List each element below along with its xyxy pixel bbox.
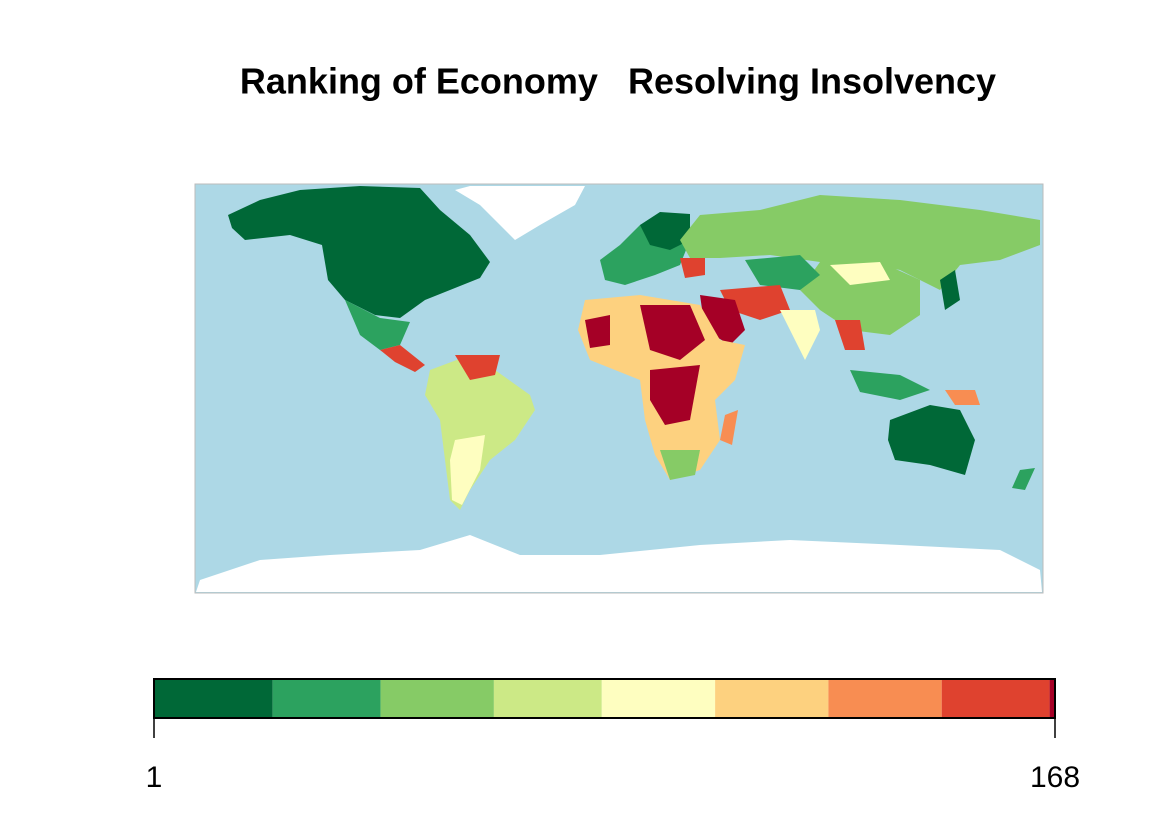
scandinavia bbox=[640, 212, 690, 250]
legend-bin bbox=[272, 679, 381, 718]
tick-label: 1 bbox=[146, 761, 163, 794]
legend-bin bbox=[601, 679, 716, 718]
central-africa bbox=[650, 365, 700, 425]
legend-bin bbox=[828, 679, 942, 718]
new-zealand bbox=[1012, 468, 1035, 490]
legend-bin bbox=[380, 679, 494, 718]
central-america bbox=[380, 345, 425, 372]
mexico bbox=[345, 300, 410, 350]
japan bbox=[940, 270, 960, 310]
madagascar bbox=[720, 410, 738, 445]
legend-bin bbox=[715, 679, 829, 718]
chart-title: Ranking of Economy Resolving Insolvency bbox=[240, 61, 996, 102]
indonesia bbox=[850, 370, 930, 400]
tick-label: 168 bbox=[1030, 761, 1080, 794]
north-america bbox=[228, 186, 490, 318]
mongolia bbox=[830, 262, 890, 285]
color-legend: 1 168 bbox=[146, 679, 1080, 794]
greenland bbox=[455, 186, 585, 240]
china bbox=[800, 262, 920, 335]
kazakhstan bbox=[745, 255, 820, 290]
legend-frame bbox=[153, 678, 1056, 719]
legend-bin bbox=[1049, 679, 1055, 718]
ukraine bbox=[680, 258, 705, 278]
legend-bin bbox=[493, 679, 602, 718]
sahara bbox=[640, 305, 705, 360]
russia bbox=[680, 195, 1040, 290]
venezuela bbox=[455, 355, 500, 380]
australia bbox=[888, 405, 975, 475]
argentina bbox=[450, 435, 485, 505]
antarctica bbox=[196, 535, 1042, 592]
india bbox=[780, 310, 820, 360]
south-africa bbox=[660, 450, 700, 480]
legend-bin bbox=[154, 679, 273, 718]
world-map bbox=[194, 183, 1044, 594]
png bbox=[945, 390, 980, 405]
southeast-asia bbox=[835, 320, 865, 350]
west-africa bbox=[585, 315, 610, 348]
legend-bin bbox=[941, 679, 1050, 718]
